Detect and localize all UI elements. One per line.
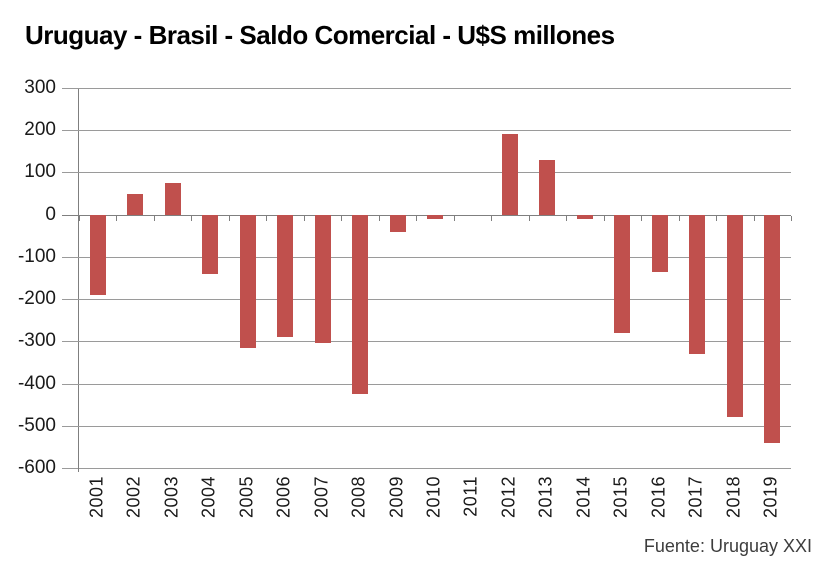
gridline--600 [62,468,791,469]
category-tick [79,215,80,221]
zero-axis-line [62,214,791,216]
gridline-200 [62,130,791,132]
category-tick [791,215,792,221]
x-tick-label-2003: 2003 [161,476,182,519]
category-tick [378,215,380,221]
x-tick-label-2013: 2013 [535,476,556,519]
x-tick-label-2006: 2006 [273,476,294,519]
category-tick [678,215,680,221]
category-tick [341,215,343,221]
x-tick-label-2002: 2002 [123,476,144,519]
x-tick-label-2005: 2005 [236,476,257,519]
category-tick [491,215,493,221]
x-tick-label-2012: 2012 [498,476,519,519]
bar-2019 [764,214,781,443]
y-tick-label-200: 200 [24,119,56,141]
bar-2010 [427,214,443,219]
category-tick [753,215,755,221]
category-tick [603,215,605,221]
bar-2018 [726,214,743,418]
bar-2008 [352,214,369,395]
bar-2016 [651,214,668,272]
bar-2017 [689,214,706,354]
x-axis-labels: 2001 2002 2003 2004 2005 2006 2007 2008 2009 2010… [78,476,790,534]
category-tick [566,215,568,221]
gridline--500 [62,425,791,427]
gridline--300 [62,341,791,343]
category-tick [303,215,305,221]
category-tick [228,215,230,221]
gridline--100 [62,256,791,258]
bar-2005 [239,214,256,348]
x-tick-label-2014: 2014 [573,476,594,519]
category-tick [528,215,530,221]
y-tick-label-300: 300 [24,77,56,98]
y-tick-label--400: -400 [17,372,56,394]
bar-2004 [202,214,219,274]
bar-2015 [614,214,631,333]
y-tick-label-100: 100 [24,161,56,183]
x-tick-label-2009: 2009 [386,476,407,519]
chart-title: Uruguay - Brasil - Saldo Comercial - U$S… [25,20,615,50]
bar-2006 [277,214,294,338]
category-tick [153,215,155,221]
x-tick-label-2008: 2008 [348,476,369,519]
category-tick [191,215,193,221]
category-tick [716,215,718,221]
x-tick-label-2007: 2007 [311,476,332,519]
category-tick [266,215,268,221]
x-tick-label-2016: 2016 [648,476,669,519]
y-tick-label--500: -500 [17,414,56,436]
category-tick [116,215,118,221]
category-tick [453,215,455,221]
y-axis-labels: 300 200 100 0 -100 -200 -300 -400 -500 -600 [0,77,56,478]
bar-2012 [501,134,518,215]
bar-2014 [576,214,593,219]
source-caption: Fuente: Uruguay XXI [643,536,812,556]
category-tick [416,215,418,221]
gridline-300 [62,88,791,89]
gridline-100 [62,172,791,174]
y-tick-label-0: 0 [45,203,56,225]
gridline--200 [62,299,791,301]
bar-2001 [89,214,106,295]
x-tick-label-2017: 2017 [685,476,706,519]
x-tick-label-2018: 2018 [723,476,744,519]
x-tick-label-2011: 2011 [460,476,481,517]
bar-2013 [539,159,556,215]
gridline--400 [62,383,791,385]
x-tick-label-2015: 2015 [610,476,631,519]
y-tick-label--300: -300 [17,330,56,352]
bar-2003 [164,183,181,215]
category-tick [641,215,643,221]
y-tick-label--600: -600 [17,457,56,478]
x-tick-label-2019: 2019 [760,476,781,519]
bar-2009 [389,214,406,232]
y-tick-label--200: -200 [17,288,56,310]
x-tick-label-2001: 2001 [86,476,107,519]
y-tick-label--100: -100 [17,245,56,267]
x-tick-label-2010: 2010 [423,476,444,519]
bar-2002 [127,193,144,215]
plot-area [62,88,792,472]
x-tick-label-2004: 2004 [198,476,219,519]
bar-2007 [314,214,331,344]
